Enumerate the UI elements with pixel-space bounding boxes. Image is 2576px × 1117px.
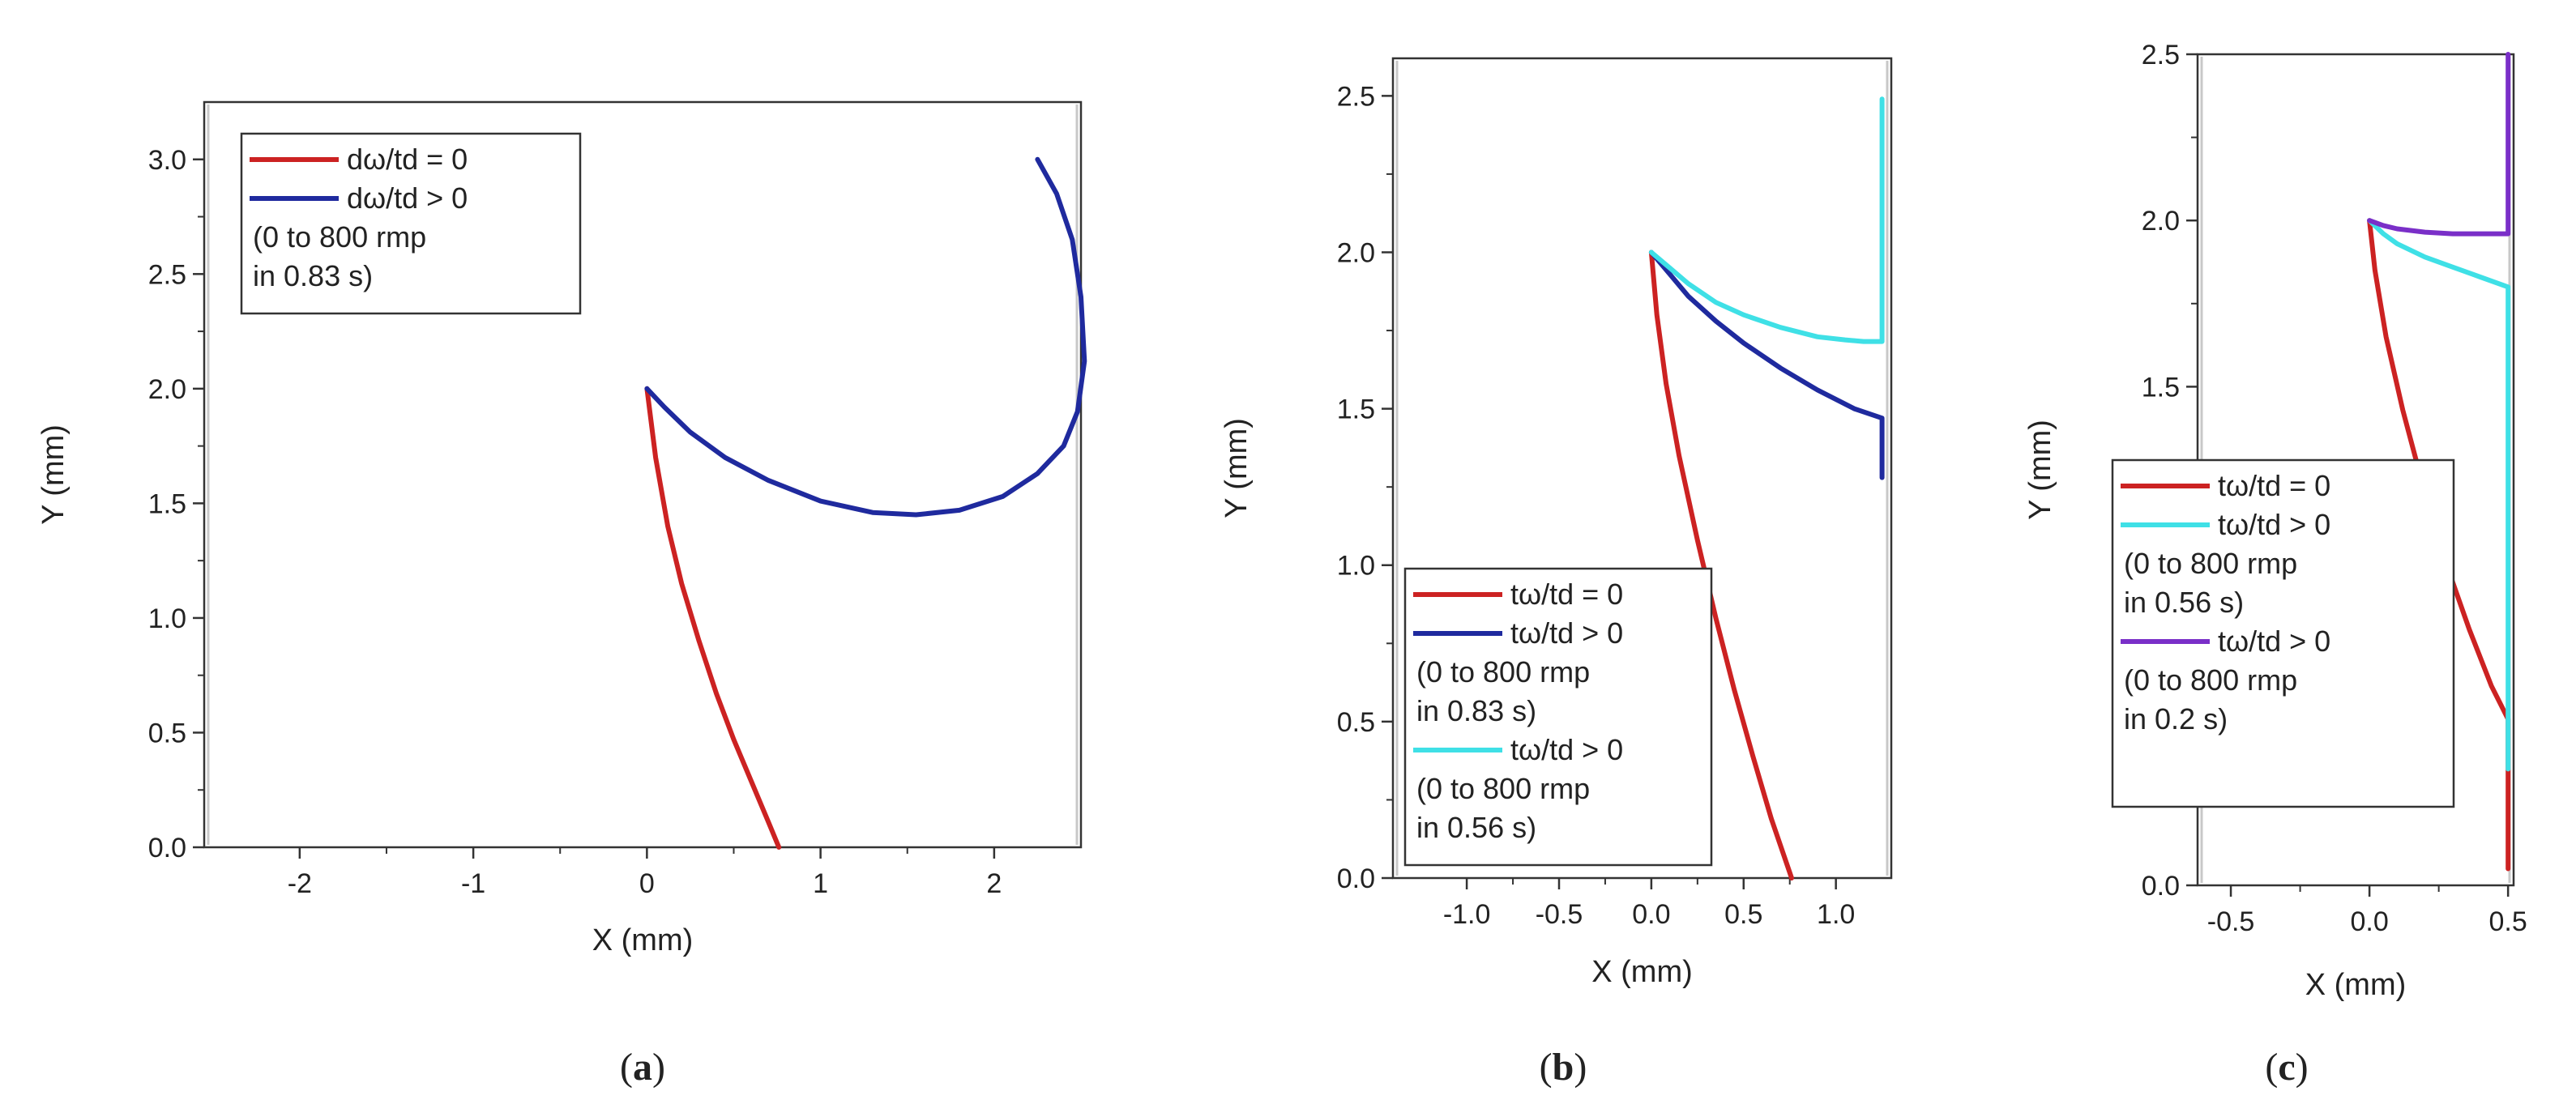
- x-axis-label: X (mm): [2305, 968, 2407, 1002]
- chart-panel-b: -1.0 -0.5 0.0 0.5 1.0 0.0 0.5 1.0 1.5 2.0 2.5 X (mm…: [1220, 57, 1893, 1089]
- legend-text: tω/td = 0: [2218, 469, 2330, 502]
- panel-label: (b): [1540, 1046, 1587, 1089]
- legend-text: tω/td > 0: [1510, 733, 1623, 766]
- y-tick-label: 1.0: [148, 603, 186, 634]
- legend-text: tω/td = 0: [1510, 578, 1623, 611]
- y-tick-label: 0.5: [1337, 707, 1375, 738]
- y-tick-label: 1.5: [2142, 372, 2180, 403]
- x-tick-label: -1.0: [1443, 899, 1491, 930]
- y-tick-label: 0.0: [1337, 863, 1375, 894]
- y-tick-label: 2.0: [1337, 237, 1375, 268]
- x-tick-label: -2: [288, 868, 312, 899]
- y-tick-label: 2.5: [1337, 81, 1375, 112]
- legend-text: dω/td > 0: [347, 181, 468, 215]
- legend-text: (0 to 800 rmp: [1416, 772, 1590, 805]
- series-line-2: [1648, 249, 1885, 480]
- x-tick-label: 1.0: [1817, 899, 1855, 930]
- plot-frame: [1391, 57, 1893, 880]
- x-tick-label: -0.5: [2207, 906, 2255, 937]
- x-tick-label: -1: [461, 868, 485, 899]
- series-line-3: [2367, 52, 2511, 237]
- y-tick-label: 2.5: [148, 259, 186, 290]
- series-line-2: [644, 156, 1087, 518]
- x-tick-label: 0.5: [1724, 899, 1762, 930]
- x-tick-label: 0.0: [1632, 899, 1670, 930]
- y-tick-label: 2.5: [2142, 40, 2180, 70]
- legend-box: [240, 132, 582, 315]
- x-tick-label: 1: [813, 868, 828, 899]
- legend-text: (0 to 800 rmp: [2124, 663, 2297, 697]
- legend-box: [2111, 458, 2455, 808]
- legend-text: in 0.2 s): [2124, 702, 2228, 735]
- panel-label: (a): [620, 1046, 665, 1089]
- x-tick-label: -0.5: [1536, 899, 1583, 930]
- y-tick-label: 2.0: [148, 374, 186, 405]
- legend: tω/td = 0 tω/td > 0 (0 to 800 rmp in 0.83 …: [1403, 567, 1713, 867]
- x-axis-label: X (mm): [592, 923, 694, 957]
- series-line-2: [2367, 218, 2511, 772]
- y-tick-label: 1.5: [148, 488, 186, 519]
- legend-text: in 0.83 s): [1416, 694, 1536, 727]
- legend-text: in 0.56 s): [2124, 586, 2244, 619]
- x-axis-label: X (mm): [1591, 955, 1693, 989]
- y-tick-label: 3.0: [148, 145, 186, 176]
- legend-text: in 0.83 s): [253, 259, 373, 292]
- x-tick-label: 0.0: [2350, 906, 2388, 937]
- y-tick-label: 2.0: [2142, 206, 2180, 237]
- x-tick-label: 2: [986, 868, 1002, 899]
- y-axis-label: Y (mm): [1220, 418, 1254, 518]
- legend-text: dω/td = 0: [347, 143, 468, 176]
- panel-label: (c): [2265, 1046, 2308, 1089]
- y-tick-label: 0.5: [148, 718, 186, 748]
- series-line-3: [1648, 96, 1885, 344]
- x-tick-label: 0.5: [2489, 906, 2527, 937]
- chart-panel-a: -2 -1 0 1 2 0.0 0.5 1.0 1.5 2.0 2.5 3.0 X (mm) Y (mm)…: [36, 100, 1087, 1089]
- legend-text: (0 to 800 rmp: [1416, 655, 1590, 689]
- legend-box: [1403, 567, 1713, 867]
- y-tick-label: 1.5: [1337, 394, 1375, 425]
- legend-text: (0 to 800 rmp: [2124, 547, 2297, 580]
- legend-text: in 0.56 s): [1416, 811, 1536, 844]
- y-tick-label: 0.0: [2142, 871, 2180, 902]
- legend-text: tω/td > 0: [2218, 625, 2330, 658]
- legend: dω/td = 0 dω/td > 0 (0 to 800 rmp in 0.83 …: [240, 132, 582, 315]
- legend: tω/td = 0 tω/td > 0 (0 to 800 rmp in 0.56 …: [2111, 458, 2455, 808]
- series-line-1: [644, 386, 782, 850]
- legend-text: (0 to 800 rmp: [253, 220, 426, 254]
- y-tick-label: 1.0: [1337, 551, 1375, 582]
- y-axis-label: Y (mm): [36, 424, 70, 525]
- legend-text: tω/td > 0: [2218, 508, 2330, 541]
- y-tick-label: 0.0: [148, 833, 186, 863]
- plot-frame: [203, 100, 1083, 849]
- chart-panel-c: -0.50.00.50.00.51.01.52.02.5X (mm)Y (mm)…: [2023, 40, 2527, 1089]
- y-axis-label: Y (mm): [2023, 420, 2057, 520]
- x-tick-label: 0: [639, 868, 655, 899]
- legend-text: tω/td > 0: [1510, 616, 1623, 650]
